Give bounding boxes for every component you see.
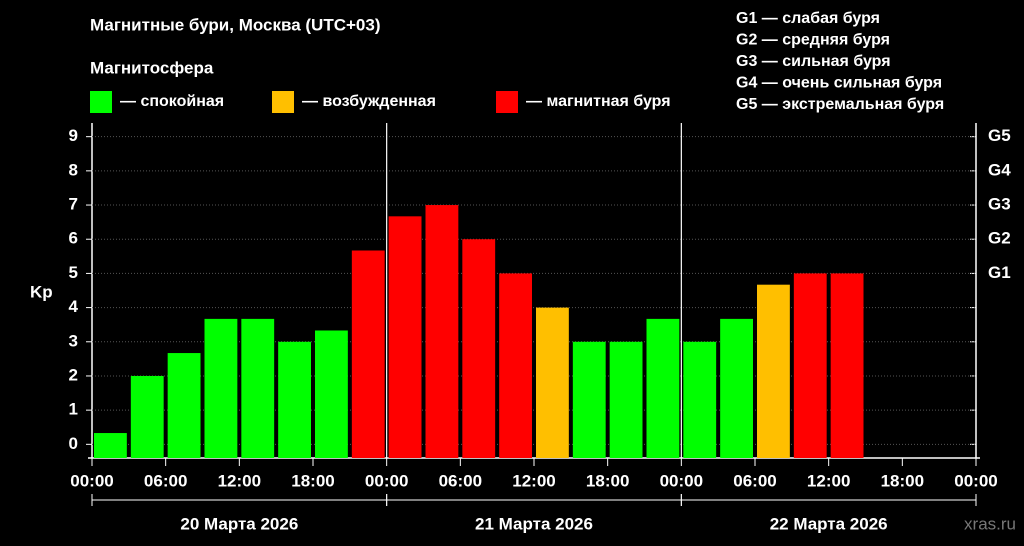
day-label: 22 Марта 2026 xyxy=(770,514,888,533)
bar xyxy=(499,273,532,458)
scale-legend-item: G4 — очень сильная буря xyxy=(736,75,942,92)
y-tick-label: 3 xyxy=(69,331,78,350)
y-tick-label: 6 xyxy=(69,229,78,248)
watermark: xras.ru xyxy=(964,514,1016,533)
x-tick-label: 18:00 xyxy=(291,471,334,490)
x-tick-label: 12:00 xyxy=(807,471,850,490)
bar xyxy=(830,273,864,458)
x-tick-label: 00:00 xyxy=(365,471,408,490)
bar xyxy=(720,318,753,458)
y-tick-label: 4 xyxy=(69,297,79,316)
y-tick-label: 8 xyxy=(69,160,78,179)
x-tick-label: 06:00 xyxy=(733,471,776,490)
x-tick-label: 12:00 xyxy=(218,471,261,490)
x-tick-label: 00:00 xyxy=(954,471,997,490)
day-label: 21 Марта 2026 xyxy=(475,514,593,533)
bar xyxy=(388,216,422,458)
x-tick-label: 18:00 xyxy=(586,471,629,490)
x-tick-label: 06:00 xyxy=(439,471,482,490)
y-tick-label: 9 xyxy=(69,126,78,145)
bar xyxy=(609,341,643,458)
x-tick-label: 06:00 xyxy=(144,471,187,490)
bar xyxy=(204,318,238,458)
x-tick-label: 18:00 xyxy=(881,471,924,490)
day-label: 20 Марта 2026 xyxy=(180,514,298,533)
y2-tick-label: G1 xyxy=(988,263,1011,282)
y-tick-label: 2 xyxy=(69,365,78,384)
legend-swatch xyxy=(272,91,294,113)
y-tick-label: 1 xyxy=(69,400,78,419)
bar xyxy=(167,353,201,458)
y2-tick-label: G2 xyxy=(988,229,1011,248)
legend-swatch xyxy=(90,91,112,113)
scale-legend-item: G5 — экстремальная буря xyxy=(736,96,944,113)
legend-label: — спокойная xyxy=(120,93,224,110)
x-tick-label: 00:00 xyxy=(660,471,703,490)
bar xyxy=(425,205,459,458)
legend-swatch xyxy=(496,91,518,113)
x-tick-label: 00:00 xyxy=(70,471,113,490)
bar xyxy=(536,307,569,458)
bar xyxy=(94,433,127,458)
bar xyxy=(130,375,164,458)
scale-legend-item: G3 — сильная буря xyxy=(736,53,891,70)
legend-label: — магнитная буря xyxy=(526,93,671,110)
bar xyxy=(351,250,385,458)
bar xyxy=(646,318,680,458)
y2-tick-label: G3 xyxy=(988,195,1011,214)
y-axis-label: Kp xyxy=(30,282,53,301)
bar xyxy=(757,284,790,458)
y-tick-label: 7 xyxy=(69,195,78,214)
bar xyxy=(241,318,275,458)
scale-legend-item: G2 — средняя буря xyxy=(736,32,890,49)
legend-label: — возбужденная xyxy=(302,93,436,110)
chart-title: Магнитные бури, Москва (UTC+03) xyxy=(90,15,381,34)
y2-tick-label: G5 xyxy=(988,126,1011,145)
bar xyxy=(793,273,827,458)
y-tick-label: 0 xyxy=(69,434,78,453)
y2-tick-label: G4 xyxy=(988,160,1011,179)
x-tick-label: 12:00 xyxy=(512,471,555,490)
bar xyxy=(572,341,606,458)
bar xyxy=(683,341,717,458)
bar xyxy=(278,341,311,458)
legend-title: Магнитосфера xyxy=(90,58,214,77)
scale-legend-item: G1 — слабая буря xyxy=(736,10,880,27)
bar xyxy=(462,239,496,458)
y-tick-label: 5 xyxy=(69,263,78,282)
bar xyxy=(315,330,348,458)
